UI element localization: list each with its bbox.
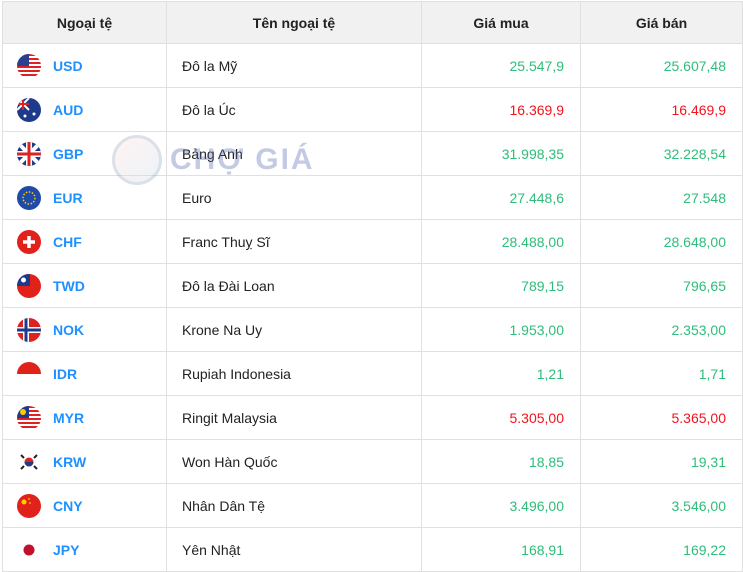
- table-row[interactable]: AUD Đô la Úc 16.369,9 16.469,9: [2, 87, 743, 132]
- gb-flag-icon: [17, 141, 41, 166]
- buy-price: 16.369,9: [421, 87, 581, 132]
- header-code[interactable]: Ngoại tệ: [2, 1, 167, 44]
- buy-price: 168,91: [421, 527, 581, 572]
- currency-cell: CHF: [2, 219, 167, 264]
- sell-price: 27.548: [580, 175, 743, 220]
- currency-cell: GBP: [2, 131, 167, 176]
- ch-flag-icon: [17, 229, 41, 254]
- currency-code-link[interactable]: IDR: [53, 365, 78, 382]
- currency-cell: MYR: [2, 395, 167, 440]
- currency-name: Rupiah Indonesia: [166, 351, 422, 396]
- currency-code-link[interactable]: MYR: [53, 409, 85, 426]
- currency-name: Nhân Dân Tệ: [166, 483, 422, 528]
- currency-name: Franc Thuỵ Sĩ: [166, 219, 422, 264]
- currency-cell: NOK: [2, 307, 167, 352]
- table-row[interactable]: KRW Won Hàn Quốc 18,85 19,31: [2, 439, 743, 484]
- buy-price: 18,85: [421, 439, 581, 484]
- sell-price: 25.607,48: [580, 43, 743, 88]
- currency-code-link[interactable]: GBP: [53, 145, 84, 162]
- table-header: Ngoại tệ Tên ngoại tệ Giá mua Giá bán: [2, 1, 743, 44]
- currency-name: Đô la Mỹ: [166, 43, 422, 88]
- cn-flag-icon: [17, 493, 41, 518]
- buy-price: 28.488,00: [421, 219, 581, 264]
- currency-code-link[interactable]: KRW: [53, 453, 87, 470]
- sell-price: 32.228,54: [580, 131, 743, 176]
- sell-price: 796,65: [580, 263, 743, 308]
- currency-code-link[interactable]: NOK: [53, 321, 85, 338]
- table-row[interactable]: NOK Krone Na Uy 1.953,00 2.353,00: [2, 307, 743, 352]
- currency-name: Yên Nhật: [166, 527, 422, 572]
- header-name[interactable]: Tên ngoại tệ: [166, 1, 422, 44]
- sell-price: 169,22: [580, 527, 743, 572]
- sell-price: 16.469,9: [580, 87, 743, 132]
- tw-flag-icon: [17, 273, 41, 298]
- table-row[interactable]: IDR Rupiah Indonesia 1,21 1,71: [2, 351, 743, 396]
- currency-cell: JPY: [2, 527, 167, 572]
- table-row[interactable]: TWD Đô la Đài Loan 789,15 796,65: [2, 263, 743, 308]
- currency-cell: IDR: [2, 351, 167, 396]
- sell-price: 28.648,00: [580, 219, 743, 264]
- currency-cell: KRW: [2, 439, 167, 484]
- eu-flag-icon: [17, 185, 41, 210]
- table-row[interactable]: USD Đô la Mỹ 25.547,9 25.607,48: [2, 43, 743, 88]
- my-flag-icon: [17, 405, 41, 430]
- currency-name: Đô la Đài Loan: [166, 263, 422, 308]
- us-flag-icon: [17, 53, 41, 78]
- table-row[interactable]: CHF Franc Thuỵ Sĩ 28.488,00 28.648,00: [2, 219, 743, 264]
- buy-price: 31.998,35: [421, 131, 581, 176]
- currency-cell: AUD: [2, 87, 167, 132]
- header-sell[interactable]: Giá bán: [580, 1, 743, 44]
- header-buy[interactable]: Giá mua: [421, 1, 581, 44]
- currency-name: Bảng Anh: [166, 131, 422, 176]
- currency-name: Krone Na Uy: [166, 307, 422, 352]
- table-row[interactable]: EUR Euro 27.448,6 27.548: [2, 175, 743, 220]
- currency-cell: CNY: [2, 483, 167, 528]
- au-flag-icon: [17, 97, 41, 122]
- sell-price: 5.365,00: [580, 395, 743, 440]
- sell-price: 3.546,00: [580, 483, 743, 528]
- table-row[interactable]: GBP Bảng Anh 31.998,35 32.228,54: [2, 131, 743, 176]
- table-row[interactable]: MYR Ringit Malaysia 5.305,00 5.365,00: [2, 395, 743, 440]
- sell-price: 1,71: [580, 351, 743, 396]
- no-flag-icon: [17, 317, 41, 342]
- table-row[interactable]: JPY Yên Nhật 168,91 169,22: [2, 527, 743, 572]
- currency-name: Ringit Malaysia: [166, 395, 422, 440]
- buy-price: 3.496,00: [421, 483, 581, 528]
- currency-code-link[interactable]: USD: [53, 57, 83, 74]
- currency-code-link[interactable]: TWD: [53, 277, 85, 294]
- currency-cell: USD: [2, 43, 167, 88]
- currency-code-link[interactable]: EUR: [53, 189, 83, 206]
- kr-flag-icon: [17, 449, 41, 474]
- currency-cell: EUR: [2, 175, 167, 220]
- buy-price: 27.448,6: [421, 175, 581, 220]
- currency-name: Won Hàn Quốc: [166, 439, 422, 484]
- buy-price: 5.305,00: [421, 395, 581, 440]
- table-row[interactable]: CNY Nhân Dân Tệ 3.496,00 3.546,00: [2, 483, 743, 528]
- sell-price: 2.353,00: [580, 307, 743, 352]
- sell-price: 19,31: [580, 439, 743, 484]
- buy-price: 789,15: [421, 263, 581, 308]
- buy-price: 1.953,00: [421, 307, 581, 352]
- id-flag-icon: [17, 361, 41, 386]
- currency-code-link[interactable]: CHF: [53, 233, 82, 250]
- currency-name: Đô la Úc: [166, 87, 422, 132]
- buy-price: 1,21: [421, 351, 581, 396]
- currency-cell: TWD: [2, 263, 167, 308]
- currency-code-link[interactable]: AUD: [53, 101, 84, 118]
- currency-code-link[interactable]: CNY: [53, 497, 83, 514]
- jp-flag-icon: [17, 537, 41, 562]
- currency-name: Euro: [166, 175, 422, 220]
- buy-price: 25.547,9: [421, 43, 581, 88]
- currency-code-link[interactable]: JPY: [53, 541, 80, 558]
